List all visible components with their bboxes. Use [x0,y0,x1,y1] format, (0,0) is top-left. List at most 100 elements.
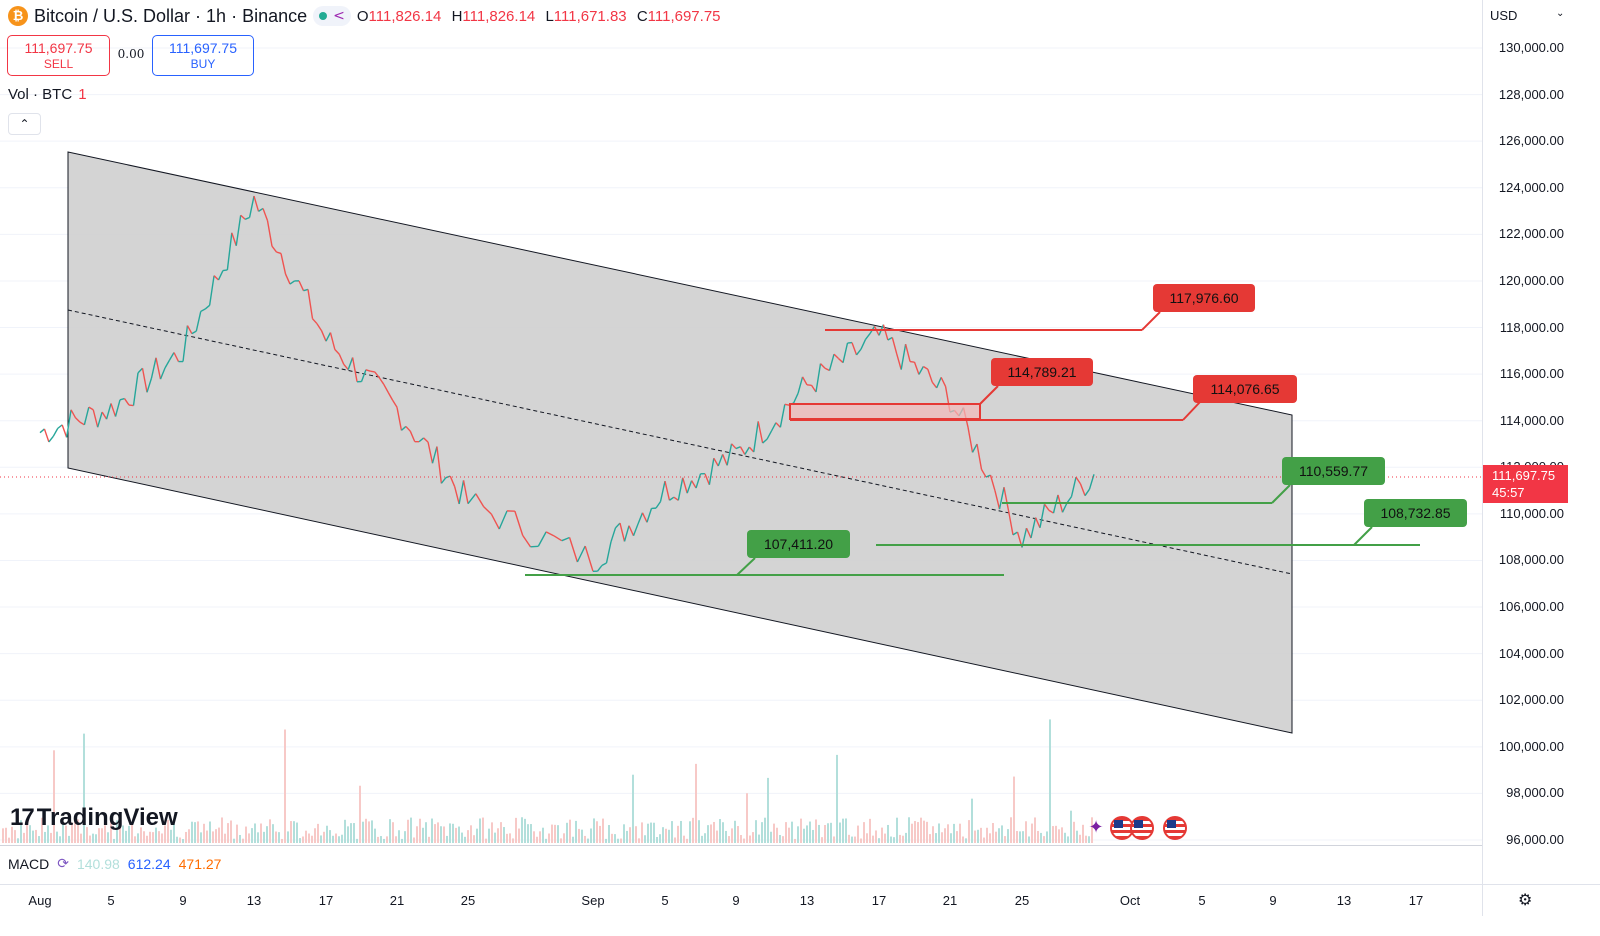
price-chart[interactable] [0,0,1482,846]
pane-separator[interactable] [0,845,1482,846]
collapse-legend-button[interactable]: ⌃ [8,113,41,135]
share-icon[interactable]: < [333,8,345,24]
volume-bar [89,835,91,843]
volume-bar [62,822,64,843]
volume-bar [392,822,394,843]
volume-bar [260,823,262,843]
volume-bar [65,825,67,843]
volume-bar [161,833,163,843]
callout-support-110559[interactable]: 110,559.77 [1282,457,1385,485]
volume-legend[interactable]: Vol · BTC 1 [8,86,87,103]
callout-pointer-108732 [1353,526,1373,546]
sell-button[interactable]: 111,697.75 SELL [7,35,110,76]
close-value: 111,697.75 [647,7,721,25]
buy-button[interactable]: 111,697.75 BUY [152,35,254,76]
price-segment [123,398,130,406]
price-segment [664,480,671,501]
volume-bar [104,825,106,843]
volume-bar [968,820,970,843]
volume-bar [1049,719,1051,843]
price-segment [576,545,586,563]
price-segment [248,195,255,218]
callout-resistance-114789[interactable]: 114,789.21 [991,358,1093,386]
volume-bar [44,831,46,843]
volume-bar [1034,817,1036,843]
volume-bar [884,833,886,843]
volume-bar [320,835,322,843]
time-tick-label: 13 [799,893,815,908]
price-segment [1039,504,1046,528]
volume-bar [851,836,853,843]
volume-bar [242,838,244,843]
volume-bar [665,828,667,843]
symbol-title[interactable]: Bitcoin / U.S. Dollar · 1h · Binance [34,5,308,26]
volume-bar [1037,830,1039,843]
volume-bar [1016,831,1018,843]
price-segment [726,443,733,466]
volume-bar [614,834,616,843]
macd-line-value: 612.24 [127,856,171,872]
callout-support-108732[interactable]: 108,732.85 [1364,499,1467,527]
price-segment [467,493,477,505]
price-segment [119,397,125,401]
time-axis-divider [0,884,1600,885]
price-segment [545,531,555,537]
volume-bar [650,822,652,843]
volume-bar [461,832,463,843]
volume-bar [191,821,193,843]
volume-bar [557,825,559,843]
callout-resistance-114076[interactable]: 114,076.65 [1193,375,1297,403]
ai-sparkle-icon[interactable]: ✦ [1088,817,1104,838]
volume-bar [473,835,475,843]
currency-selector[interactable]: USD [1490,8,1518,23]
tradingview-logo[interactable]: 17 TradingView [10,804,178,832]
price-segment [904,343,911,362]
volume-bar [680,820,682,843]
volume-bar [140,827,142,843]
price-segment [659,480,666,502]
volume-bar [71,822,73,843]
chevron-down-icon[interactable]: ⌄ [1556,8,1565,19]
volume-bar [389,819,391,843]
price-segment [722,454,728,466]
volume-bar [569,819,571,843]
volume-bar [1028,836,1030,843]
price-segment [298,280,305,292]
volume-bar [722,822,724,843]
volume-value: 1 [78,86,87,103]
volume-bar [917,822,919,843]
volume-bar [530,824,532,843]
us-flag-event-icon[interactable] [1130,816,1154,840]
volume-bar [488,828,490,843]
price-segment [623,525,630,542]
volume-bar [374,828,376,843]
resistance-zone-114789[interactable] [789,403,981,420]
volume-bar [26,822,28,843]
volume-bar [758,834,760,843]
us-flag-event-icon[interactable] [1163,816,1187,840]
volume-bar [119,818,121,843]
price-segment [819,363,826,369]
macd-legend[interactable]: MACD ⟳ 140.98 612.24 471.27 [8,856,221,872]
callout-resistance-117976[interactable]: 117,976.60 [1153,284,1255,312]
volume-bar [920,817,922,843]
callout-pointer-114076 [1182,401,1201,421]
volume-bar [239,834,241,843]
price-tick-label: 128,000.00 [1498,86,1564,102]
callout-support-107411[interactable]: 107,411.20 [747,530,850,558]
volume-bar [998,828,1000,843]
price-segment [168,352,175,361]
volume-bar [524,818,526,843]
volume-bar [245,826,247,843]
price-tick-label: 110,000.00 [1499,505,1564,521]
volume-bar [632,774,634,843]
volume-bar [209,821,211,843]
buy-price: 111,697.75 [169,40,237,56]
volume-bar [971,798,973,843]
gear-icon[interactable]: ⚙ [1518,890,1533,909]
status-pill[interactable]: < [313,6,351,26]
price-segment [936,377,942,389]
channel-midline[interactable] [67,309,1293,575]
volume-bar [767,777,769,843]
price-segment [1088,474,1095,490]
